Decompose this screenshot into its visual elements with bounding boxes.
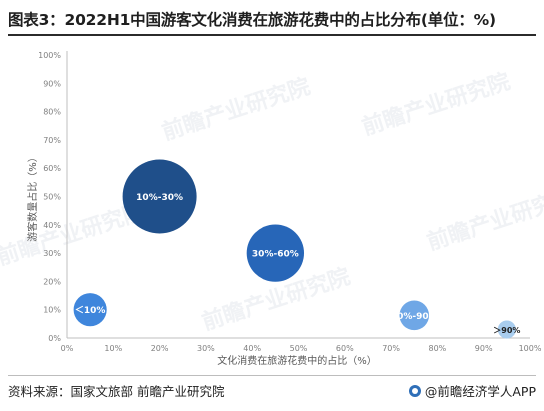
title-divider xyxy=(8,34,536,36)
brand-label: @前瞻经济学人APP xyxy=(424,384,536,399)
brand: @前瞻经济学人APP xyxy=(408,381,536,400)
y-axis-label: 游客数量占比（%） xyxy=(26,152,39,242)
tick-labels: 0% 10% 20% 30% 40% 50% 60% 70% 80% 90% 100% 0% 10% 20… xyxy=(38,51,542,353)
y-tick-label: 80% xyxy=(43,108,61,117)
x-tick-label: 0% xyxy=(61,344,74,353)
y-tick-label: 70% xyxy=(43,136,61,145)
watermark-text: 前瞻产业研究院 xyxy=(159,73,314,145)
bubble xyxy=(122,159,197,234)
x-axis-label: 文化消费在旅游花费中的占比（%） xyxy=(217,354,377,367)
y-tick-label: 60% xyxy=(43,164,61,173)
y-tick-label: 0% xyxy=(48,334,61,343)
y-tick-label: 20% xyxy=(43,277,61,286)
x-tick-label: 40% xyxy=(243,344,261,353)
y-tick-label: 100% xyxy=(38,51,61,60)
x-tick-label: 70% xyxy=(382,344,400,353)
brand-logo-icon xyxy=(408,384,421,397)
bubble xyxy=(246,224,305,282)
bubble xyxy=(73,293,107,327)
y-tick-label: 90% xyxy=(43,79,61,88)
axes xyxy=(66,51,530,339)
bubble-label: 60%-90% xyxy=(391,312,438,322)
bubbles: ＜10% 10%-30% 30%-60% 60%-90% ＞90% xyxy=(73,159,520,339)
y-tick-label: 50% xyxy=(43,193,61,202)
x-tick-label: 90% xyxy=(475,344,493,353)
x-tick-label: 20% xyxy=(151,344,169,353)
bubble-label: ＞90% xyxy=(493,326,520,335)
bubble xyxy=(399,300,430,331)
watermark-text: 前瞻产业研究院 xyxy=(359,68,514,140)
chart-title: 图表3：2022H1中国游客文化消费在旅游花费中的占比分布(单位：%) xyxy=(8,11,496,29)
bubble-chart: 前瞻产业研究院 前瞻产业研究院 前瞻产业研究院 前瞻产业研究院 前瞻产业研究院 … xyxy=(0,51,544,367)
watermark-text: 前瞻产业研究院 xyxy=(424,183,544,255)
x-tick-label: 100% xyxy=(519,344,542,353)
bubble-label: 30%-60% xyxy=(252,250,299,260)
x-tick-label: 80% xyxy=(429,344,447,353)
x-tick-label: 50% xyxy=(290,344,308,353)
bubble xyxy=(497,320,516,339)
x-tick-label: 30% xyxy=(197,344,215,353)
x-tick-label: 60% xyxy=(336,344,354,353)
source-note: 资料来源：国家文旅部 前瞻产业研究院 xyxy=(8,384,225,399)
bubble-label: ＜10% xyxy=(75,305,106,316)
bubble-label: 10%-30% xyxy=(136,193,183,203)
footer-divider xyxy=(8,375,536,376)
x-tick-label: 10% xyxy=(104,344,122,353)
y-tick-label: 10% xyxy=(43,306,61,315)
y-tick-label: 30% xyxy=(43,249,61,258)
y-tick-label: 40% xyxy=(43,221,61,230)
